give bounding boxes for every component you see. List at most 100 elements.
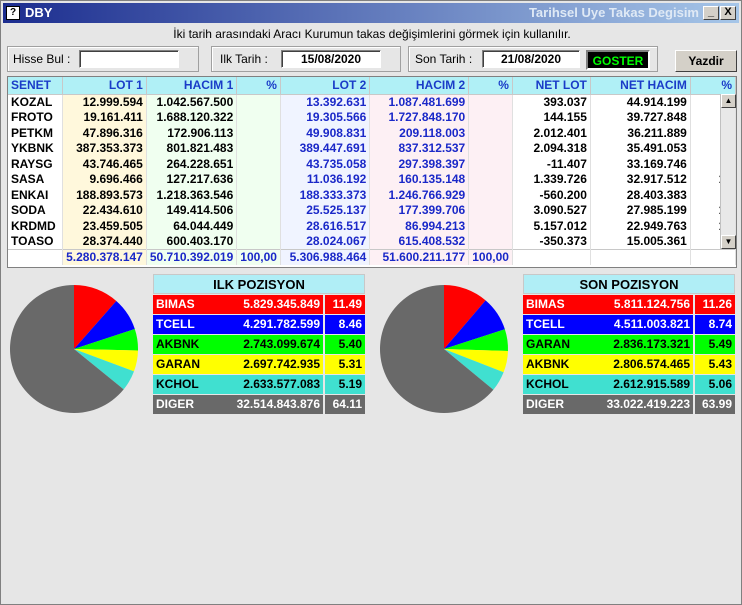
cell-hacim1: 127.217.636 xyxy=(146,171,238,187)
cell-senet: KRDMD xyxy=(8,218,64,234)
cell-lot1: 22.434.610 xyxy=(62,202,147,218)
cell-lot1: 5.280.378.147 xyxy=(62,248,147,265)
close-button[interactable]: X xyxy=(720,6,736,20)
table-row[interactable]: PETKM 47.896.316 172.906.113 49.908.831 209.… xyxy=(8,125,736,141)
position-row: BIMAS 5.811.124.756 11.26 xyxy=(523,295,735,314)
cell-hacim2: 1.727.848.170 xyxy=(369,109,470,125)
position-name: BIMAS xyxy=(523,295,593,314)
search-label: Hisse Bul : xyxy=(13,52,71,66)
cell-hacim2: 86.994.213 xyxy=(369,218,470,234)
col-header-pct3[interactable]: % xyxy=(690,77,736,95)
show-button[interactable]: GOSTER xyxy=(586,50,650,70)
cell-lot2: 19.305.566 xyxy=(280,109,371,125)
cell-netlot: 2.012.401 xyxy=(512,125,591,141)
cell-netlot: -560.200 xyxy=(512,187,591,203)
hint-text: İki tarih arasındaki Aracı Kurumun takas… xyxy=(173,27,571,41)
last-date-label: Son Tarih : xyxy=(415,52,473,66)
cell-senet: ENKAI xyxy=(8,187,64,203)
col-header-netlot[interactable]: NET LOT xyxy=(512,77,591,95)
table-row[interactable]: TOASO 28.374.440 600.403.170 28.024.067 615.… xyxy=(8,233,736,249)
pie-slice-bimas xyxy=(444,285,486,349)
cell-lot2: 11.036.192 xyxy=(280,171,371,187)
position-value: 2.633.577.083 xyxy=(223,375,323,394)
cell-nethacim: 27.985.199 xyxy=(590,202,691,218)
scroll-up-arrow-icon[interactable]: ▲ xyxy=(721,94,736,108)
cell-pct1 xyxy=(236,94,281,110)
position-value: 4.291.782.599 xyxy=(223,315,323,334)
first-position-title: ILK POZISYON xyxy=(153,274,365,294)
col-header-senet[interactable]: SENET xyxy=(8,77,64,95)
pie-slice-bimas xyxy=(74,285,117,349)
pie-slice-garan xyxy=(74,349,138,372)
cell-netlot: 5.157.012 xyxy=(512,218,591,234)
table-row[interactable]: ENKAI 188.893.573 1.218.363.546 188.333.373… xyxy=(8,187,736,203)
position-name: TCELL xyxy=(523,315,593,334)
position-percent: 64.11 xyxy=(325,395,365,414)
app-icon[interactable]: ? xyxy=(6,6,20,20)
position-percent: 5.06 xyxy=(695,375,735,394)
last-date-input[interactable]: 21/08/2020 xyxy=(482,50,580,68)
cell-nethacim: 44.914.199 xyxy=(590,94,691,110)
minimize-button[interactable]: _ xyxy=(703,6,719,20)
window-title: DBY xyxy=(25,5,53,20)
position-name: KCHOL xyxy=(523,375,593,394)
col-header-lot2[interactable]: LOT 2 xyxy=(280,77,371,95)
totals-row[interactable]: 5.280.378.147 50.710.392.019 100,00 5.306.9… xyxy=(8,248,736,265)
cell-hacim2: 177.399.706 xyxy=(369,202,470,218)
print-button[interactable]: Yazdir xyxy=(675,50,737,72)
cell-hacim2: 1.087.481.699 xyxy=(369,94,470,110)
cell-hacim1: 64.044.449 xyxy=(146,218,238,234)
table-row[interactable]: SODA 22.434.610 149.414.506 25.525.137 177.3… xyxy=(8,202,736,218)
position-value: 2.743.099.674 xyxy=(223,335,323,354)
pie-slice-kchol xyxy=(74,349,134,390)
holdings-grid: SENET LOT 1 HACIM 1 % LOT 2 HACIM 2 % NE… xyxy=(7,76,737,268)
position-percent: 5.19 xyxy=(325,375,365,394)
col-header-pct1[interactable]: % xyxy=(236,77,281,95)
position-row: AKBNK 2.806.574.465 5.43 xyxy=(523,355,735,374)
col-header-lot1[interactable]: LOT 1 xyxy=(62,77,147,95)
cell-pct1 xyxy=(236,140,281,156)
cell-pct1: 100,00 xyxy=(236,248,281,265)
table-row[interactable]: SASA 9.696.466 127.217.636 11.036.192 160.13… xyxy=(8,171,736,187)
position-percent: 5.40 xyxy=(325,335,365,354)
position-percent: 5.43 xyxy=(695,355,735,374)
position-percent: 11.26 xyxy=(695,295,735,314)
last-position-title: SON POZISYON xyxy=(523,274,735,294)
position-name: GARAN xyxy=(153,355,223,374)
cell-netlot: 1.339.726 xyxy=(512,171,591,187)
table-row[interactable]: YKBNK 387.353.373 801.821.483 389.447.691 83… xyxy=(8,140,736,156)
last-position-pie-chart xyxy=(380,285,508,413)
cell-hacim2: 615.408.532 xyxy=(369,233,470,249)
cell-senet: PETKM xyxy=(8,125,64,141)
col-header-pct2[interactable]: % xyxy=(468,77,513,95)
position-value: 2.836.173.321 xyxy=(593,335,693,354)
first-date-input[interactable]: 15/08/2020 xyxy=(281,50,381,68)
table-row[interactable]: FROTO 19.161.411 1.688.120.322 19.305.566 1.… xyxy=(8,109,736,125)
position-row: AKBNK 2.743.099.674 5.40 xyxy=(153,335,365,354)
cell-pct2 xyxy=(468,94,513,110)
scroll-down-arrow-icon[interactable]: ▼ xyxy=(721,235,736,249)
cell-hacim1: 50.710.392.019 xyxy=(146,248,238,265)
cell-pct2 xyxy=(468,140,513,156)
cell-lot1: 188.893.573 xyxy=(62,187,147,203)
cell-pct1 xyxy=(236,156,281,172)
search-input[interactable] xyxy=(79,50,179,68)
col-header-nethacim[interactable]: NET HACIM xyxy=(590,77,691,95)
cell-hacim2: 297.398.397 xyxy=(369,156,470,172)
pie-slice-tcell xyxy=(74,300,135,349)
table-row[interactable]: KRDMD 23.459.505 64.044.449 28.616.517 86.99… xyxy=(8,218,736,234)
position-value: 5.811.124.756 xyxy=(593,295,693,314)
grid-vertical-scrollbar[interactable]: ▲ ▼ xyxy=(720,94,736,249)
col-header-hacim2[interactable]: HACIM 2 xyxy=(369,77,470,95)
position-row: DIGER 32.514.843.876 64.11 xyxy=(153,395,365,414)
cell-nethacim: 32.917.512 xyxy=(590,171,691,187)
col-header-hacim1[interactable]: HACIM 1 xyxy=(146,77,238,95)
cell-pct2 xyxy=(468,125,513,141)
window-subtitle: Tarihsel Uye Takas Degisim xyxy=(528,5,699,20)
position-percent: 63.99 xyxy=(695,395,735,414)
table-row[interactable]: RAYSG 43.746.465 264.228.651 43.735.058 297.… xyxy=(8,156,736,172)
cell-netlot: 3.090.527 xyxy=(512,202,591,218)
table-row[interactable]: KOZAL 12.999.594 1.042.567.500 13.392.631 1.… xyxy=(8,94,736,110)
cell-hacim1: 1.218.363.546 xyxy=(146,187,238,203)
